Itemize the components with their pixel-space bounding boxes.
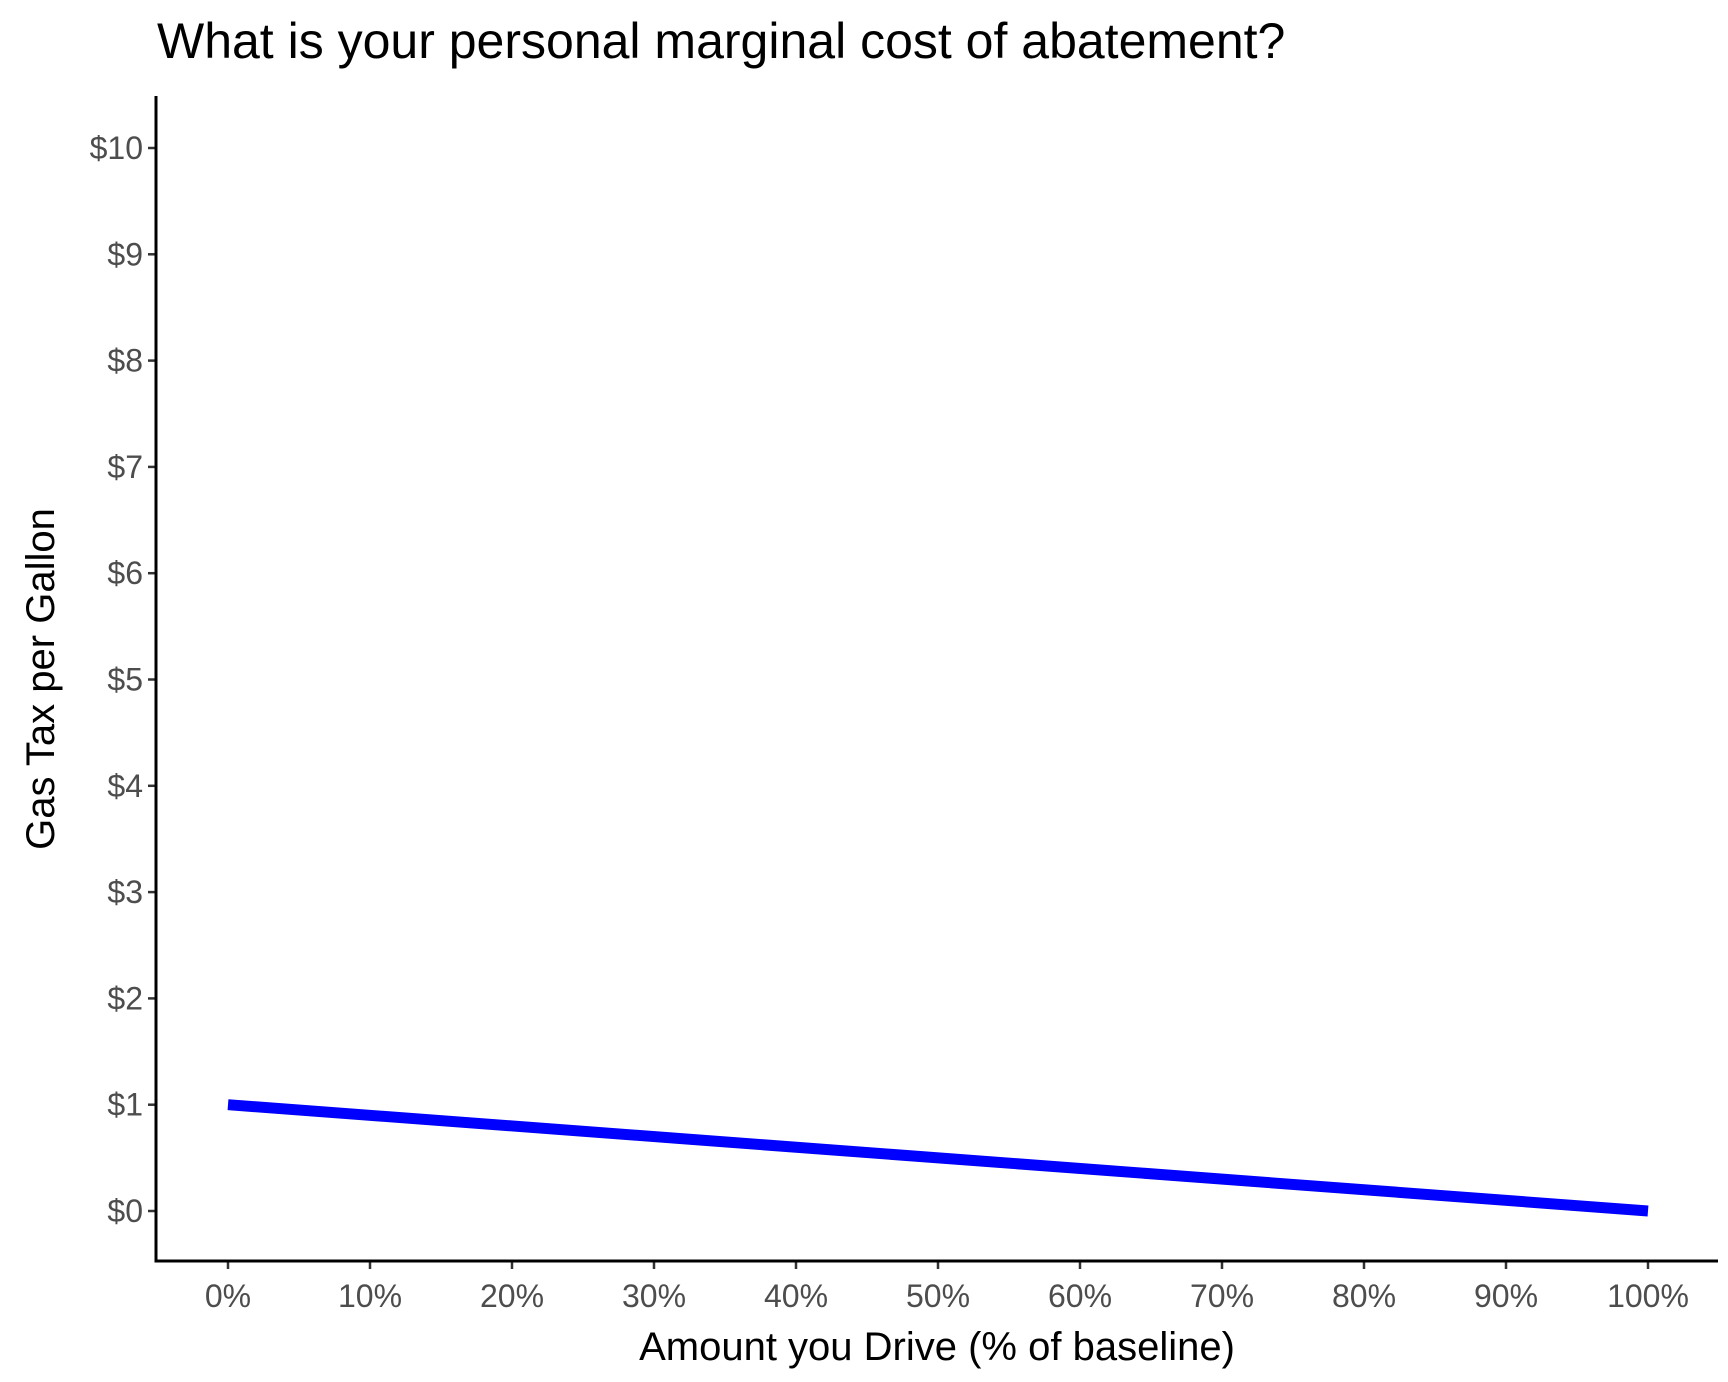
x-tick-label: 30% (622, 1278, 686, 1314)
y-axis-ticks: $0 $1 $2 $3 $4 $5 $6 $7 $8 $9 $10 (90, 130, 156, 1229)
y-tick-label: $4 (107, 768, 143, 804)
x-tick-label: 90% (1474, 1278, 1538, 1314)
y-tick-label: $3 (107, 874, 143, 910)
y-axis-title: Gas Tax per Gallon (19, 508, 63, 850)
chart-title: What is your personal marginal cost of a… (157, 13, 1285, 69)
y-tick-label: $1 (107, 1087, 143, 1123)
y-tick-label: $8 (107, 343, 143, 379)
x-tick-label: 70% (1190, 1278, 1254, 1314)
series-line (227, 1099, 1649, 1217)
x-tick-label: 80% (1332, 1278, 1396, 1314)
x-tick-label: 40% (764, 1278, 828, 1314)
y-tick-label: $9 (107, 236, 143, 272)
y-tick-label: $10 (90, 130, 143, 166)
x-tick-label: 100% (1607, 1278, 1689, 1314)
x-axis-title: Amount you Drive (% of baseline) (639, 1325, 1235, 1369)
y-tick-label: $2 (107, 980, 143, 1016)
x-tick-label: 20% (480, 1278, 544, 1314)
y-tick-label: $0 (107, 1193, 143, 1229)
y-tick-label: $7 (107, 449, 143, 485)
y-tick-label: $5 (107, 662, 143, 698)
x-axis-ticks: 0% 10% 20% 30% 40% 50% 60% 70% 80% 90% 100% (205, 1261, 1689, 1314)
x-tick-label: 60% (1048, 1278, 1112, 1314)
x-tick-label: 0% (205, 1278, 251, 1314)
series-group (227, 1099, 1649, 1217)
y-tick-label: $6 (107, 555, 143, 591)
x-tick-label: 10% (338, 1278, 402, 1314)
x-tick-label: 50% (906, 1278, 970, 1314)
